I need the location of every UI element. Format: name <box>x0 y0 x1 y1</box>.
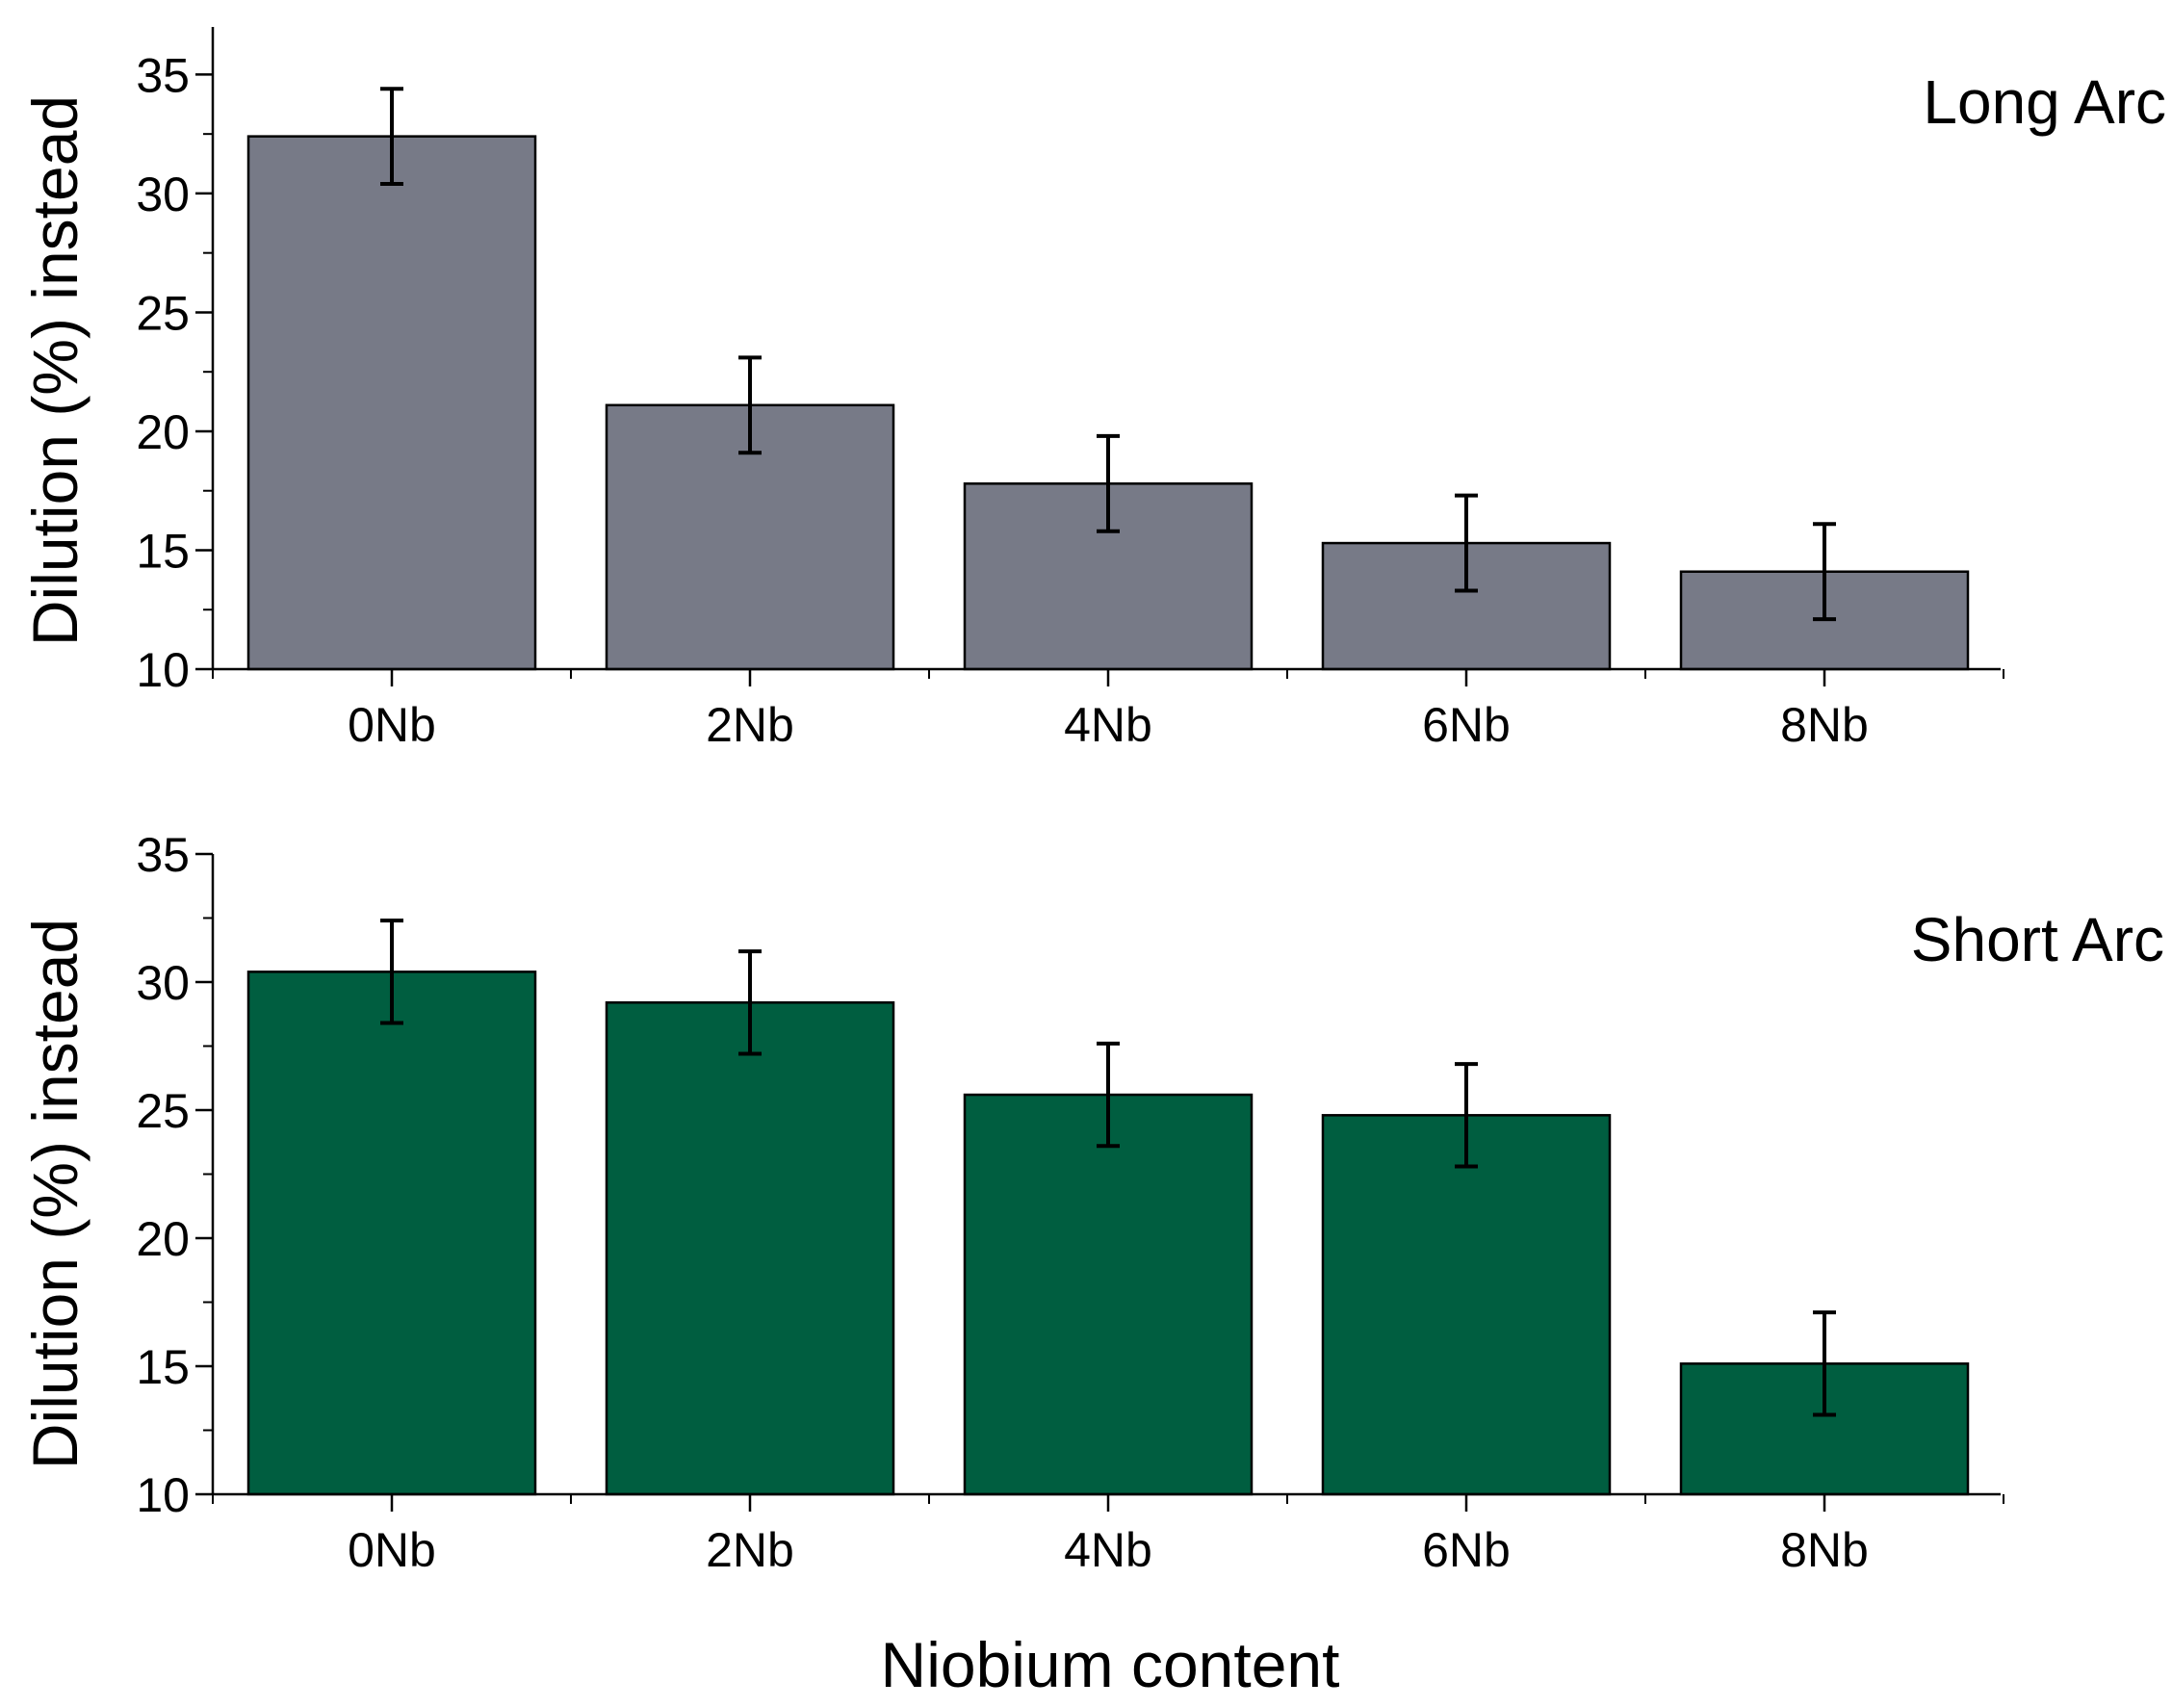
short-arc-panel-label: Short Arc <box>1911 905 2164 974</box>
short-arc-chart: Short Arc Dilution (%) instead Niobium c… <box>19 828 2164 1700</box>
long-arc-error-bar-4Nb <box>1097 433 1120 533</box>
short-arc-bar-2Nb <box>605 1001 895 1496</box>
short-arc-y-tick-label: 25 <box>136 1084 190 1138</box>
short-arc-error-bar-8Nb <box>1813 1310 1836 1417</box>
long-arc-y-tick-label: 10 <box>136 643 190 697</box>
long-arc-y-tick-label: 30 <box>136 168 190 221</box>
short-arc-error-bar-2Nb <box>738 949 762 1056</box>
long-arc-panel-label: Long Arc <box>1923 67 2166 137</box>
long-arc-error-bar-8Nb <box>1813 522 1836 622</box>
short-arc-x-tick-label-2Nb: 2Nb <box>706 1523 794 1577</box>
short-arc-y-tick-label: 35 <box>136 828 190 882</box>
short-arc-error-bar-6Nb <box>1455 1062 1478 1169</box>
x-axis-title: Niobium content <box>881 1629 1340 1700</box>
long-arc-x-tick-label-8Nb: 8Nb <box>1780 698 1869 752</box>
long-arc-chart: Long Arc Dilution (%) instead 10 15 20 25 30… <box>19 27 2166 752</box>
short-arc-x-tick-label-4Nb: 4Nb <box>1064 1523 1152 1577</box>
long-arc-y-tick-label: 25 <box>136 286 190 340</box>
short-arc-bar-4Nb <box>963 1093 1254 1496</box>
long-arc-x-tick-label-0Nb: 0Nb <box>348 698 436 752</box>
long-arc-y-tick-label: 20 <box>136 405 190 459</box>
short-arc-y-axis-title: Dilution (%) instead <box>19 919 90 1469</box>
long-arc-y-axis-title: Dilution (%) instead <box>19 95 90 646</box>
long-arc-bar-0Nb <box>246 135 537 671</box>
short-arc-bar-6Nb <box>1321 1114 1612 1496</box>
short-arc-y-tick-label: 20 <box>136 1212 190 1266</box>
short-arc-y-tick-label: 15 <box>136 1340 190 1394</box>
short-arc-y-tick-label: 30 <box>136 956 190 1010</box>
long-arc-error-bar-0Nb <box>380 87 403 187</box>
short-arc-x-tick-label-8Nb: 8Nb <box>1780 1523 1869 1577</box>
long-arc-x-tick-label-6Nb: 6Nb <box>1422 698 1511 752</box>
long-arc-error-bar-2Nb <box>738 355 762 455</box>
long-arc-x-tick-label-4Nb: 4Nb <box>1064 698 1152 752</box>
long-arc-x-tick-label-2Nb: 2Nb <box>706 698 794 752</box>
long-arc-y-tick-label: 35 <box>136 48 190 102</box>
long-arc-y-tick-label: 15 <box>136 524 190 578</box>
short-arc-error-bar-0Nb <box>380 919 403 1025</box>
short-arc-y-tick-label: 10 <box>136 1468 190 1522</box>
long-arc-error-bar-6Nb <box>1455 493 1478 593</box>
short-arc-error-bar-4Nb <box>1097 1041 1120 1149</box>
short-arc-x-tick-label-6Nb: 6Nb <box>1422 1523 1511 1577</box>
short-arc-x-tick-label-0Nb: 0Nb <box>348 1523 436 1577</box>
short-arc-bar-0Nb <box>246 970 537 1496</box>
